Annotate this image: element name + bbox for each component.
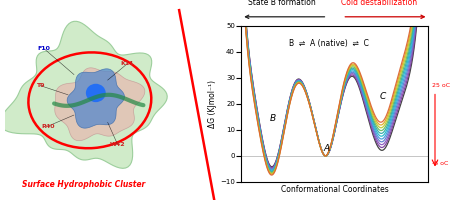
Text: B  ⇌  A (native)  ⇌  C: B ⇌ A (native) ⇌ C	[289, 39, 369, 48]
Text: K11: K11	[121, 61, 134, 66]
Text: A: A	[323, 144, 329, 153]
Text: C: C	[380, 92, 387, 101]
Text: T9: T9	[36, 83, 45, 88]
Text: Cold destabilization: Cold destabilization	[341, 0, 417, 7]
Text: Surface Hydrophobic Cluster: Surface Hydrophobic Cluster	[22, 180, 146, 189]
Polygon shape	[67, 69, 124, 128]
X-axis label: Conformational Coordinates: Conformational Coordinates	[281, 185, 389, 194]
Polygon shape	[55, 68, 145, 141]
Text: 25 oC: 25 oC	[432, 83, 450, 88]
Text: W42: W42	[110, 142, 125, 147]
Polygon shape	[0, 21, 167, 168]
Text: R40: R40	[41, 124, 55, 129]
Text: B: B	[269, 114, 276, 123]
Text: State B formation: State B formation	[248, 0, 316, 7]
Text: F10: F10	[38, 46, 51, 51]
Text: -6 oC: -6 oC	[432, 161, 449, 166]
Circle shape	[86, 84, 106, 102]
Y-axis label: ΔG (KJmol⁻¹): ΔG (KJmol⁻¹)	[208, 80, 217, 128]
